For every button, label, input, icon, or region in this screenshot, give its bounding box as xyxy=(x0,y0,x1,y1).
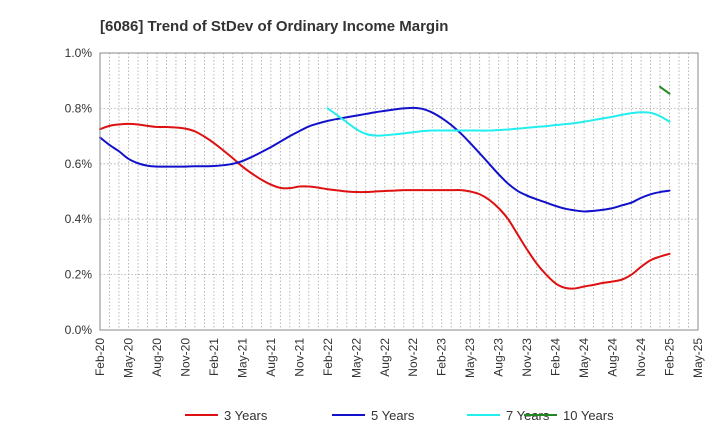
series-line-7-years xyxy=(326,107,671,137)
x-tick-label: Feb-21 xyxy=(207,338,221,376)
y-tick-label: 1.0% xyxy=(65,46,93,60)
legend-item-10-years: 10 Years xyxy=(524,408,614,423)
legend-item-3-years: 3 Years xyxy=(185,408,268,423)
series-line-3-years xyxy=(99,122,671,290)
x-tick-label: May-24 xyxy=(577,338,591,378)
x-tick-label: Nov-23 xyxy=(520,338,534,377)
y-tick-label: 0.0% xyxy=(65,323,93,337)
legend-label: 3 Years xyxy=(224,408,268,423)
x-tick-label: Aug-24 xyxy=(606,338,620,377)
y-tick-label: 0.6% xyxy=(65,157,93,171)
x-tick-label: Aug-23 xyxy=(492,338,506,377)
x-axis: Feb-20 May-20 Aug-20 Nov-20 Feb-21 May-21 Aug-… xyxy=(93,338,705,378)
series-line-10-years xyxy=(659,85,671,95)
x-tick-label: Aug-22 xyxy=(378,338,392,377)
x-tick-label: Aug-20 xyxy=(150,338,164,377)
series-layer xyxy=(99,85,671,290)
x-tick-label: Nov-22 xyxy=(406,338,420,377)
legend-label: 10 Years xyxy=(563,408,614,423)
x-tick-label: Feb-20 xyxy=(93,338,107,376)
x-tick-label: May-21 xyxy=(235,338,249,378)
legend-label: 5 Years xyxy=(371,408,415,423)
x-tick-label: May-23 xyxy=(463,338,477,378)
legend-item-5-years: 5 Years xyxy=(332,408,415,423)
y-axis: 0.0% 0.2% 0.4% 0.6% 0.8% 1.0% xyxy=(65,46,93,337)
y-tick-label: 0.4% xyxy=(65,212,93,226)
x-tick-label: Nov-20 xyxy=(178,338,192,377)
x-tick-label: Feb-22 xyxy=(321,338,335,376)
legend: 3 Years 5 Years 7 Years 10 Years xyxy=(185,408,614,423)
x-tick-label: Feb-23 xyxy=(435,338,449,376)
x-tick-label: Nov-21 xyxy=(292,338,306,377)
y-tick-label: 0.8% xyxy=(65,101,93,115)
chart-title: [6086] Trend of StDev of Ordinary Income… xyxy=(100,18,448,35)
x-tick-label: Feb-24 xyxy=(549,338,563,376)
plot-area xyxy=(100,53,698,330)
x-tick-label: Aug-21 xyxy=(264,338,278,377)
series-line-5-years xyxy=(99,106,671,213)
x-tick-label: May-20 xyxy=(121,338,135,378)
plot-border xyxy=(99,52,699,331)
x-tick-label: May-25 xyxy=(691,338,705,378)
x-tick-label: May-22 xyxy=(349,338,363,378)
x-tick-label: Feb-25 xyxy=(663,338,677,376)
x-tick-label: Nov-24 xyxy=(634,338,648,377)
y-tick-label: 0.2% xyxy=(65,268,93,282)
